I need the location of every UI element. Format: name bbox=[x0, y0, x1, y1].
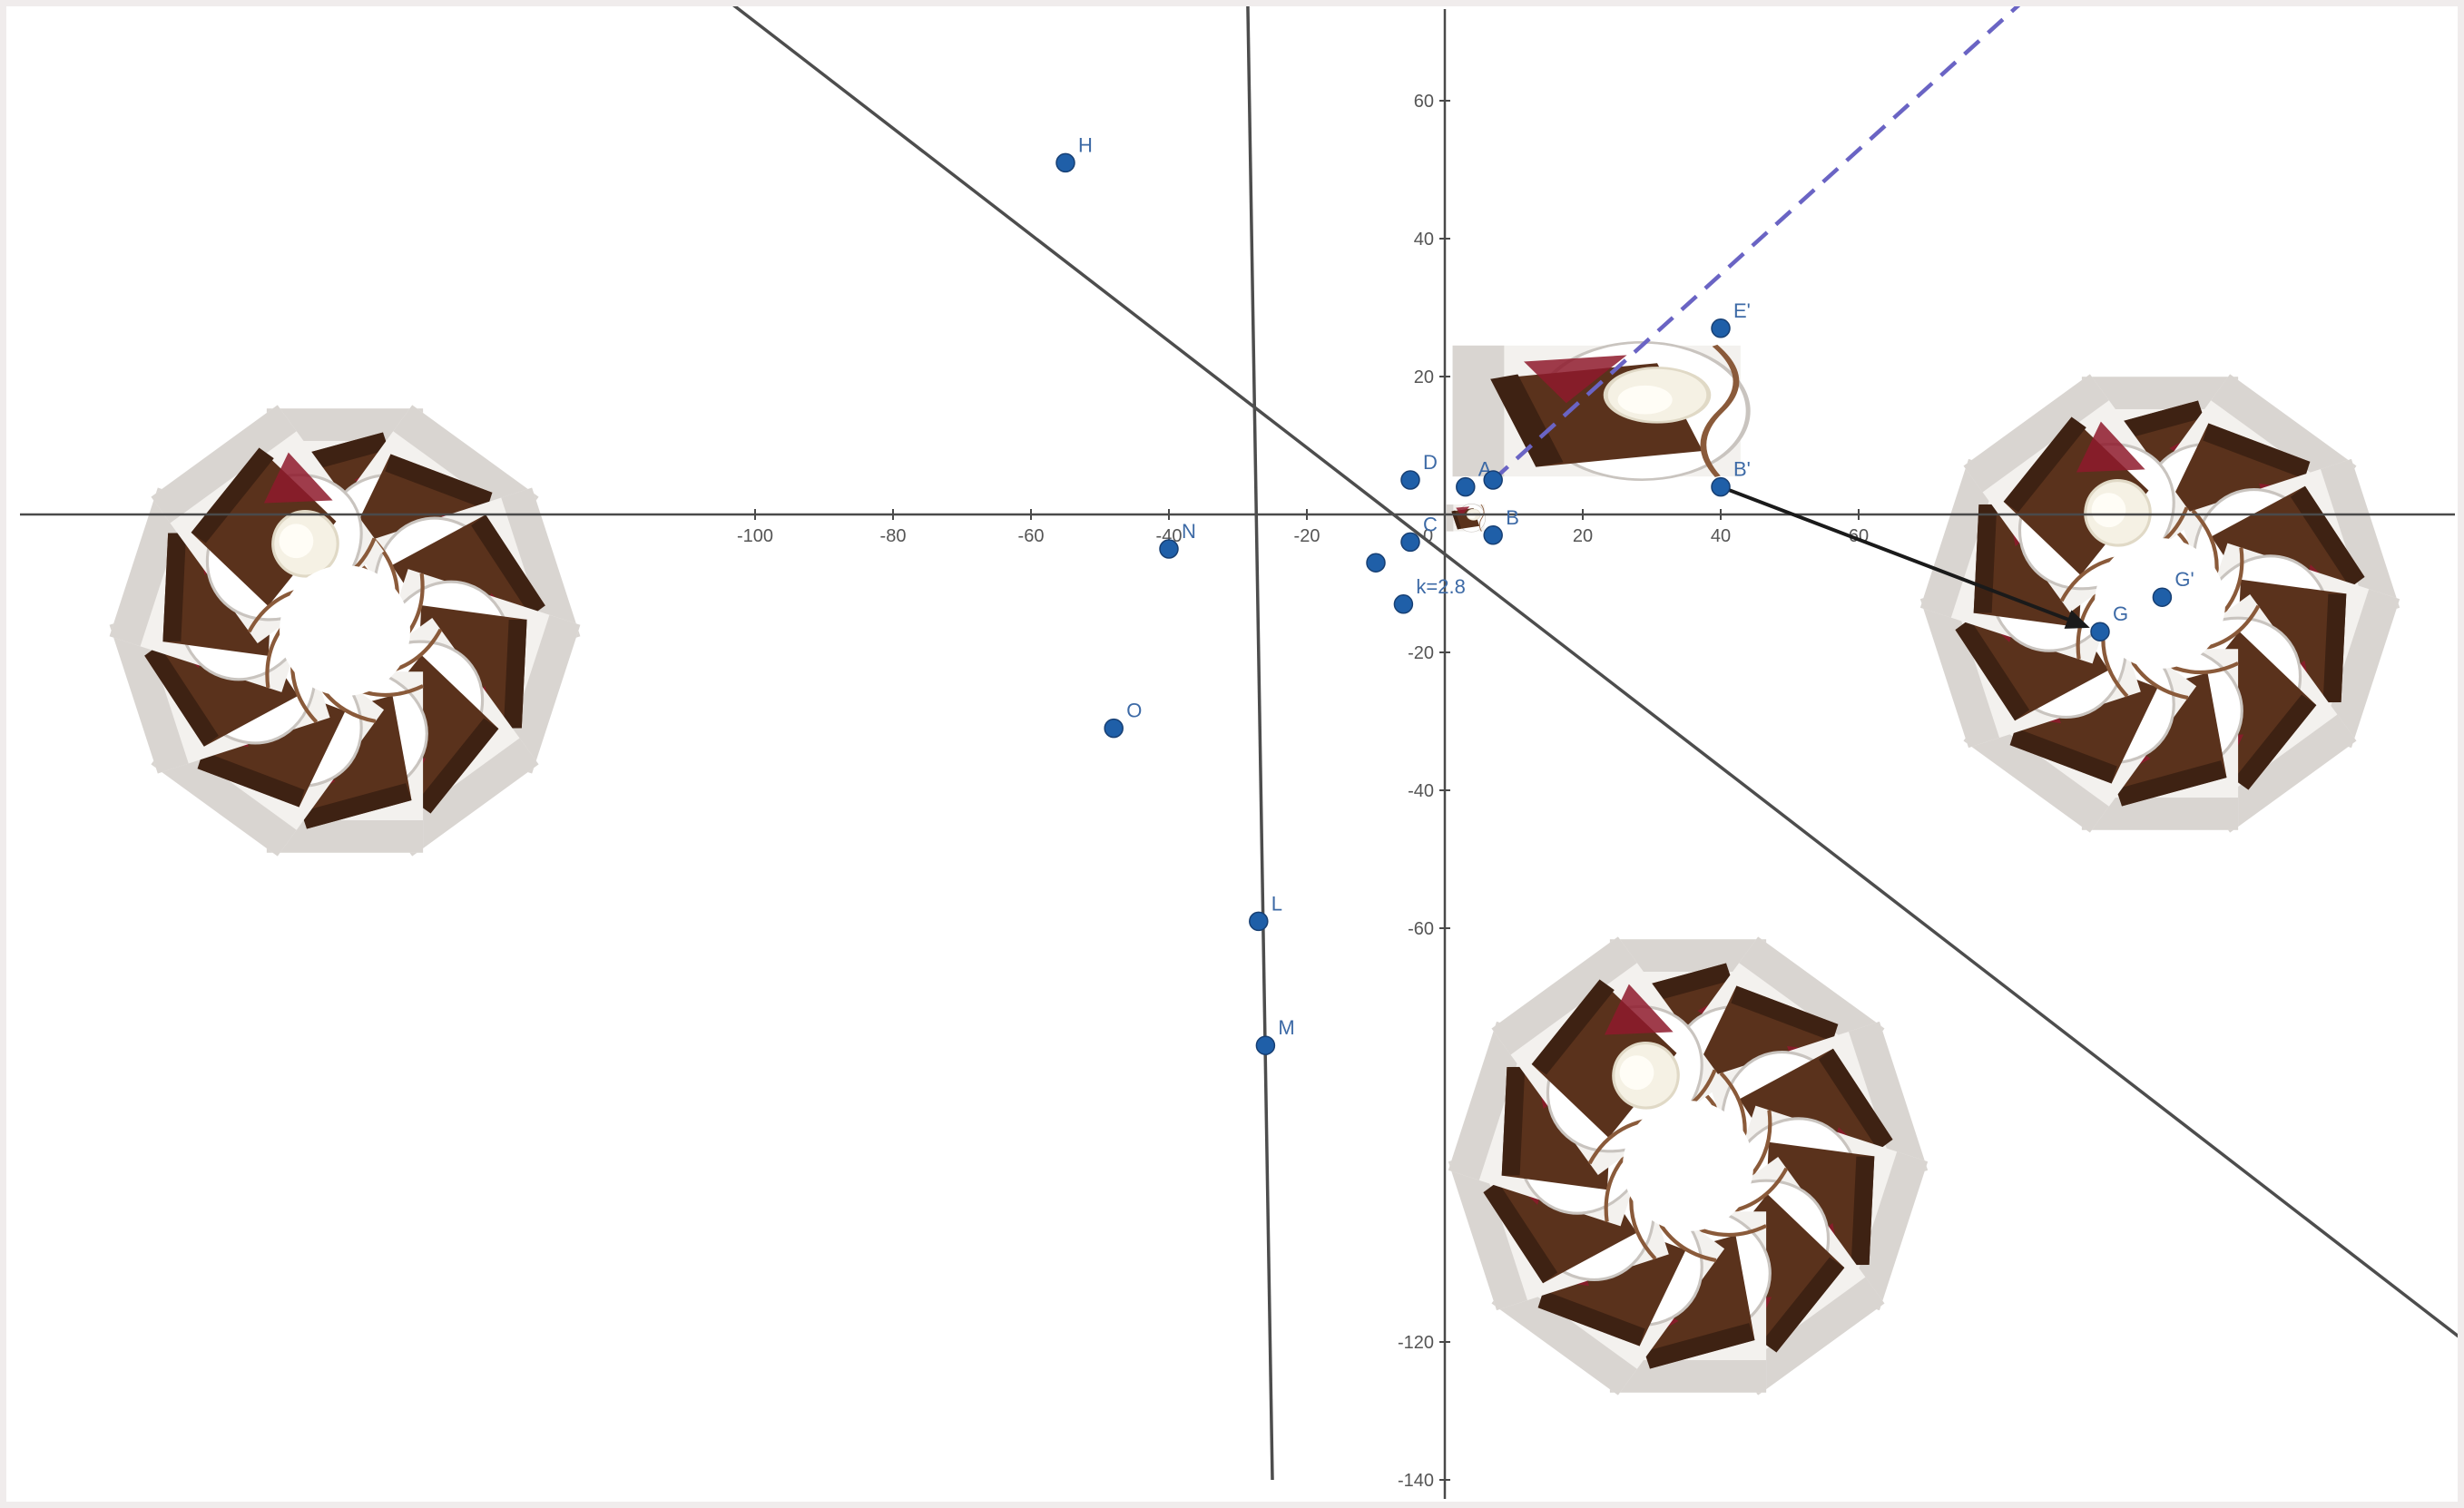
construction-lines bbox=[500, 0, 2464, 1481]
point-dot[interactable] bbox=[1483, 470, 1503, 490]
cake-rosettes bbox=[108, 372, 2400, 1397]
point-G[interactable]: G' bbox=[2152, 568, 2194, 607]
point-label: N bbox=[1182, 520, 1196, 543]
x-tick-label: -20 bbox=[1294, 526, 1320, 546]
x-axis-tick-labels: -100 -80 -60 -40 -20 20 40 60 bbox=[737, 509, 1869, 546]
vector-arrowhead bbox=[2064, 610, 2090, 629]
rosette-center-hole bbox=[280, 565, 410, 696]
point-C[interactable]: C bbox=[1400, 513, 1438, 553]
point-label: B' bbox=[1733, 458, 1751, 481]
x-tick-label: -40 bbox=[1156, 526, 1183, 546]
y-tick-label: -120 bbox=[1398, 1333, 1434, 1353]
vector-shaft[interactable] bbox=[1720, 485, 2079, 625]
point-label: L bbox=[1271, 892, 1282, 915]
dilated-cake-image bbox=[1453, 342, 1749, 479]
point-dot[interactable] bbox=[1366, 553, 1386, 573]
point-k28[interactable]: k=2.8 bbox=[1393, 575, 1466, 614]
point-label: D bbox=[1423, 451, 1438, 474]
point-dot[interactable] bbox=[1159, 539, 1179, 559]
cake-image bbox=[1446, 503, 1487, 533]
point-label: M bbox=[1278, 1016, 1294, 1039]
point-dot[interactable] bbox=[1249, 911, 1269, 932]
line-h[interactable] bbox=[500, 0, 2464, 1343]
y-tick-label: -60 bbox=[1408, 919, 1434, 939]
point-label: G bbox=[2113, 602, 2128, 625]
left-cake-rosette bbox=[108, 403, 581, 858]
point-label: G' bbox=[2174, 568, 2194, 591]
single-cake-images bbox=[1446, 342, 1749, 533]
point-E[interactable]: E' bbox=[1711, 299, 1751, 338]
cake-image bbox=[1453, 342, 1749, 479]
point-dot[interactable] bbox=[1456, 476, 1476, 497]
point-dot[interactable] bbox=[1483, 525, 1503, 545]
rosette-center-hole bbox=[1623, 1101, 1753, 1231]
point-H[interactable]: H bbox=[1055, 133, 1093, 173]
point-M[interactable]: M bbox=[1255, 1016, 1295, 1055]
point-dot[interactable] bbox=[1711, 476, 1731, 497]
point-dot[interactable] bbox=[1055, 152, 1075, 173]
y-tick-label: -40 bbox=[1408, 781, 1434, 801]
translation-vector[interactable] bbox=[1720, 485, 2090, 629]
point-label: H bbox=[1078, 133, 1093, 156]
point-dot[interactable] bbox=[1400, 532, 1420, 553]
point-label: E' bbox=[1733, 299, 1751, 322]
point-dot[interactable] bbox=[1104, 718, 1124, 739]
point-dot[interactable] bbox=[1711, 318, 1731, 338]
point-N[interactable]: N bbox=[1159, 520, 1196, 559]
point-dot[interactable] bbox=[1255, 1035, 1276, 1055]
x-tick-label: 20 bbox=[1573, 526, 1593, 546]
point-B[interactable]: B bbox=[1483, 506, 1519, 545]
point-dot[interactable] bbox=[1393, 594, 1414, 614]
point-label: O bbox=[1126, 700, 1142, 722]
y-tick-label: -140 bbox=[1398, 1471, 1434, 1491]
y-axis-tick-labels: 60 40 20 -20 -40 -60 -120 -140 bbox=[1398, 92, 1450, 1491]
origin-label: 0 bbox=[1423, 526, 1433, 546]
point-B[interactable]: B' bbox=[1711, 458, 1751, 497]
point-D[interactable]: D bbox=[1400, 451, 1438, 490]
x-tick-label: 40 bbox=[1711, 526, 1731, 546]
point-unlabeled-7[interactable] bbox=[1483, 470, 1503, 490]
point-G[interactable]: G bbox=[2090, 602, 2128, 641]
bottom-cake-rosette bbox=[1448, 935, 1929, 1397]
dilation-ray[interactable] bbox=[1491, 0, 2066, 482]
line-lm[interactable] bbox=[1245, 0, 1274, 1481]
point-L[interactable]: L bbox=[1249, 892, 1282, 932]
y-tick-label: -20 bbox=[1408, 643, 1434, 663]
original-cake-image bbox=[1446, 503, 1487, 533]
y-tick-label: 60 bbox=[1414, 92, 1434, 112]
y-tick-label: 40 bbox=[1414, 230, 1434, 250]
y-tick-label: 20 bbox=[1414, 367, 1434, 387]
point-label: B bbox=[1506, 506, 1519, 529]
point-O[interactable]: O bbox=[1104, 700, 1142, 739]
point-label: C bbox=[1423, 513, 1438, 535]
x-tick-label: -100 bbox=[737, 526, 773, 546]
x-tick-label: -80 bbox=[880, 526, 907, 546]
x-tick-label: -60 bbox=[1018, 526, 1045, 546]
point-dot[interactable] bbox=[2152, 587, 2173, 607]
point-unlabeled-10[interactable] bbox=[1366, 553, 1386, 573]
point-dot[interactable] bbox=[1400, 470, 1420, 490]
point-dot[interactable] bbox=[2090, 622, 2110, 641]
point-label: k=2.8 bbox=[1416, 575, 1465, 598]
